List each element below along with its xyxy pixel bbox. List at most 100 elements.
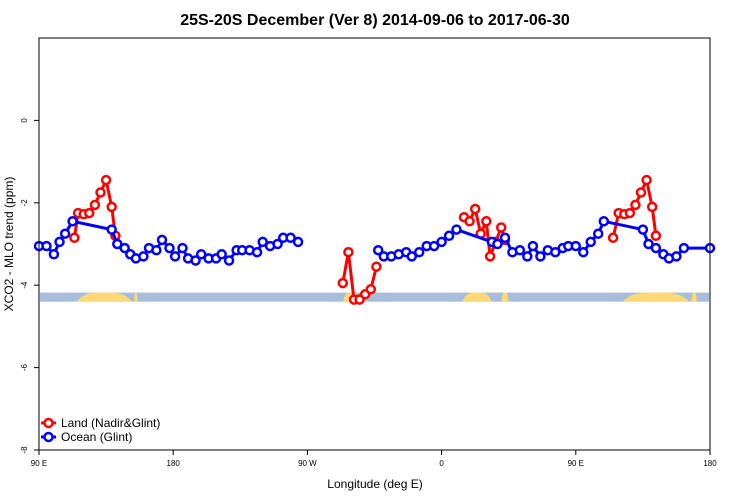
data-point [138, 251, 149, 262]
y-tick-label: -4 [20, 281, 29, 289]
data-point [190, 255, 201, 266]
legend: Land (Nadir&Glint)Ocean (Glint) [41, 416, 160, 444]
x-axis-label: Longitude (deg E) [327, 477, 422, 491]
chart-title: 25S-20S December (Ver 8) 2014-09-06 to 2… [180, 12, 570, 29]
data-point [678, 242, 690, 254]
legend-label: Land (Nadir&Glint) [61, 416, 160, 430]
legend-marker [43, 417, 54, 429]
data-point [514, 244, 526, 256]
data-point [106, 224, 117, 235]
y-axis: -8 -6 -4 -2 0 [20, 118, 39, 454]
data-point [671, 251, 682, 262]
legend-label: Ocean (Glint) [61, 430, 132, 444]
data-point [495, 222, 507, 233]
y-tick-label: -2 [20, 199, 29, 207]
data-point [637, 224, 649, 235]
land-patch [462, 292, 492, 302]
data-point [285, 232, 296, 244]
data-point [106, 201, 117, 213]
data-point [436, 236, 447, 248]
data-point [535, 251, 546, 262]
data-point [48, 249, 60, 260]
data-point [177, 242, 188, 254]
data-point [550, 246, 561, 258]
data-point [67, 216, 78, 227]
data-point [54, 236, 65, 248]
legend-marker [43, 431, 54, 443]
data-point [641, 174, 652, 186]
x-tick-label: 90 E [31, 459, 47, 468]
data-point [650, 230, 662, 242]
data-point [343, 246, 354, 258]
plot-frame [38, 37, 711, 451]
y-tick-label: 0 [20, 118, 29, 123]
data-point [484, 251, 496, 262]
data-point [292, 236, 304, 248]
data-point [223, 255, 235, 266]
land-patch [622, 292, 690, 302]
data-point [41, 240, 52, 252]
data-point [371, 261, 382, 272]
data-point [464, 216, 475, 227]
data-point [257, 236, 268, 248]
data-point [164, 242, 175, 254]
data-point [156, 234, 168, 246]
data-point [251, 246, 263, 258]
data-point [578, 246, 589, 258]
y-tick-label: -8 [20, 446, 29, 454]
data-point [272, 238, 283, 250]
data-point [443, 230, 455, 242]
data-point [598, 216, 610, 227]
land-patch [134, 292, 138, 302]
data-point [492, 238, 503, 250]
data-point [69, 232, 80, 244]
data-point [585, 236, 596, 248]
data-point [100, 174, 112, 186]
land-ocean-mask [40, 292, 709, 302]
y-tick-label: -6 [20, 363, 29, 371]
data-point [428, 240, 440, 252]
data-point [195, 249, 207, 260]
data-point [169, 251, 181, 262]
data-point [499, 232, 511, 244]
data-point [216, 249, 227, 260]
data-point [522, 251, 533, 262]
data-point [650, 242, 662, 254]
data-point [481, 216, 492, 227]
x-tick-label: 90 W [298, 459, 317, 468]
data-point [406, 251, 418, 262]
data-point [630, 199, 641, 211]
data-point [607, 232, 619, 244]
data-point [592, 228, 604, 239]
data-point [337, 277, 349, 289]
ocean-band [40, 292, 709, 302]
data-point [570, 240, 582, 252]
data-point [84, 207, 95, 219]
data-point [59, 228, 71, 239]
data-point [112, 238, 123, 250]
data-point [372, 244, 384, 256]
y-axis-label: XCO2 - MLO trend (ppm) [2, 177, 16, 312]
data-point [624, 207, 636, 219]
series-layer [33, 174, 716, 305]
x-tick-label: 180 [167, 459, 181, 468]
data-point [643, 238, 654, 250]
land-patch [501, 292, 509, 302]
x-tick-label: 180 [703, 459, 717, 468]
land-patch [76, 292, 133, 302]
data-point [527, 240, 539, 252]
data-point [413, 246, 425, 258]
data-point [95, 187, 106, 198]
data-point [646, 201, 658, 213]
data-point [635, 187, 647, 198]
x-tick-label: 0 [439, 459, 444, 468]
land-patch [691, 292, 697, 302]
x-axis: 90 E 180 90 W 0 90 E 180 [31, 450, 717, 468]
data-point [119, 242, 130, 254]
data-point [89, 199, 101, 211]
data-point [365, 284, 377, 295]
data-point [469, 203, 481, 215]
data-point [451, 224, 462, 235]
x-tick-label: 90 E [568, 459, 584, 468]
